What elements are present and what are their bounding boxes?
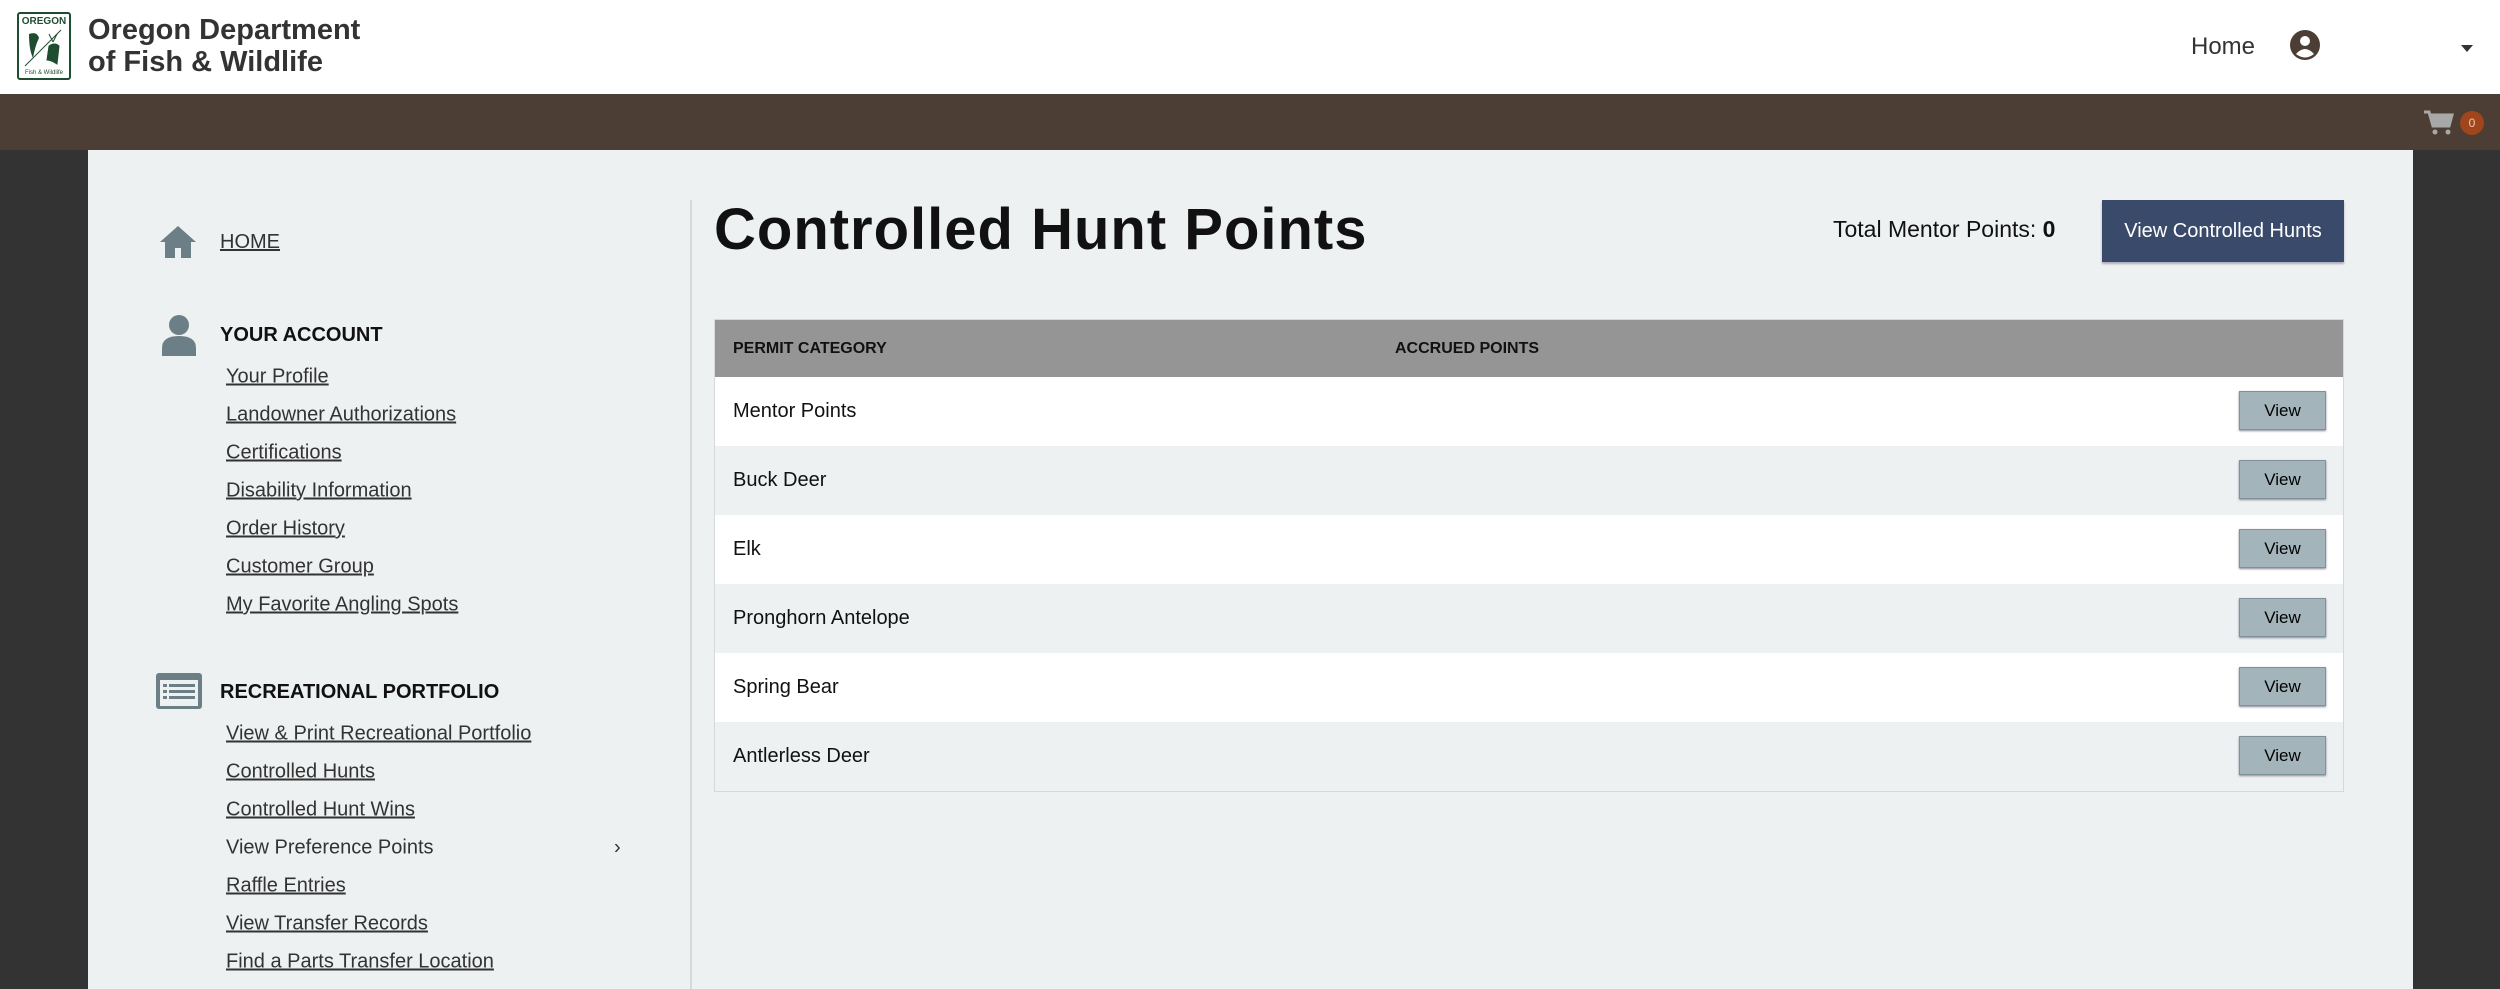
- sidebar-divider: [690, 200, 692, 989]
- sidebar-link-landowner-authorizations[interactable]: Landowner Authorizations: [226, 403, 457, 426]
- table-row: Elk View: [715, 515, 2343, 584]
- column-header-accrued-points: ACCRUED POINTS: [1395, 340, 1540, 357]
- sidebar-home-link[interactable]: HOME: [220, 231, 280, 253]
- points-table: PERMIT CATEGORY ACCRUED POINTS Mentor Po…: [714, 319, 2344, 792]
- view-button[interactable]: View: [2239, 667, 2326, 706]
- view-button[interactable]: View: [2239, 598, 2326, 637]
- sidebar-link-order-history[interactable]: Order History: [226, 517, 345, 540]
- view-controlled-hunts-button[interactable]: View Controlled Hunts: [2102, 200, 2344, 262]
- view-button[interactable]: View: [2239, 529, 2326, 568]
- odfw-logo[interactable]: OREGON Fish & Wildlife: [17, 12, 71, 80]
- sidebar-link-favorite-angling-spots[interactable]: My Favorite Angling Spots: [226, 593, 459, 616]
- account-dropdown-caret-icon[interactable]: [2461, 45, 2473, 52]
- nav-home-link[interactable]: Home: [2191, 33, 2256, 60]
- utility-bar: [0, 94, 2500, 150]
- sidebar-link-controlled-hunt-wins[interactable]: Controlled Hunt Wins: [226, 798, 415, 821]
- sidebar-link-disability-information[interactable]: Disability Information: [226, 479, 412, 502]
- brand-line: of Fish & Wildlife: [88, 46, 323, 78]
- user-circle-icon[interactable]: [2290, 30, 2320, 60]
- portfolio-list-icon: [156, 673, 202, 709]
- sidebar-link-view-print-portfolio[interactable]: View & Print Recreational Portfolio: [226, 722, 532, 745]
- sidebar-link-certifications[interactable]: Certifications: [226, 441, 342, 464]
- brand-name[interactable]: Oregon Department of Fish & Wildlife: [88, 14, 360, 78]
- sidebar-link-controlled-hunts[interactable]: Controlled Hunts: [226, 760, 375, 783]
- table-row: Antlerless Deer View: [715, 722, 2343, 791]
- table-row: Mentor Points View: [715, 377, 2343, 446]
- table-header: PERMIT CATEGORY ACCRUED POINTS: [715, 320, 2343, 377]
- page-title: Controlled Hunt Points: [714, 197, 1368, 262]
- sidebar-link-view-transfer-records[interactable]: View Transfer Records: [226, 912, 428, 935]
- mentor-points-label: Total Mentor Points:: [1833, 216, 2037, 242]
- view-button[interactable]: View: [2239, 736, 2326, 775]
- sidebar-heading-portfolio: RECREATIONAL PORTFOLIO: [220, 681, 500, 703]
- logo-text: Fish & Wildlife: [24, 70, 63, 76]
- table-row: Buck Deer View: [715, 446, 2343, 515]
- view-button[interactable]: View: [2239, 460, 2326, 499]
- column-header-permit-category: PERMIT CATEGORY: [733, 340, 887, 357]
- sidebar-link-your-profile[interactable]: Your Profile: [226, 365, 329, 388]
- user-icon: [162, 315, 196, 356]
- sidebar-link-view-preference-points[interactable]: View Preference Points: [226, 836, 434, 859]
- permit-category-cell: Spring Bear: [733, 676, 839, 698]
- table-row: Spring Bear View: [715, 653, 2343, 722]
- sidebar-link-customer-group[interactable]: Customer Group: [226, 555, 374, 578]
- sidebar-link-find-parts-transfer[interactable]: Find a Parts Transfer Location: [226, 950, 494, 973]
- chevron-right-icon[interactable]: ›: [614, 836, 621, 859]
- permit-category-cell: Antlerless Deer: [733, 745, 870, 767]
- view-button[interactable]: View: [2239, 391, 2326, 430]
- permit-category-cell: Buck Deer: [733, 469, 827, 491]
- brand-line: Oregon Department: [88, 14, 361, 46]
- table-row: Pronghorn Antelope View: [715, 584, 2343, 653]
- cart-count-badge: 0: [2460, 111, 2484, 135]
- total-mentor-points: Total Mentor Points: 0: [1833, 216, 2055, 243]
- permit-category-cell: Elk: [733, 538, 761, 560]
- cart-icon[interactable]: [2424, 110, 2454, 136]
- sidebar-heading-account: YOUR ACCOUNT: [220, 324, 383, 346]
- permit-category-cell: Mentor Points: [733, 400, 857, 422]
- home-icon: [160, 226, 196, 258]
- site-header: OREGON Fish & Wildlife Oregon Department…: [0, 0, 2500, 94]
- permit-category-cell: Pronghorn Antelope: [733, 607, 910, 629]
- sidebar-link-raffle-entries[interactable]: Raffle Entries: [226, 874, 346, 897]
- mentor-points-value: 0: [2042, 216, 2056, 242]
- logo-text: OREGON: [21, 16, 67, 27]
